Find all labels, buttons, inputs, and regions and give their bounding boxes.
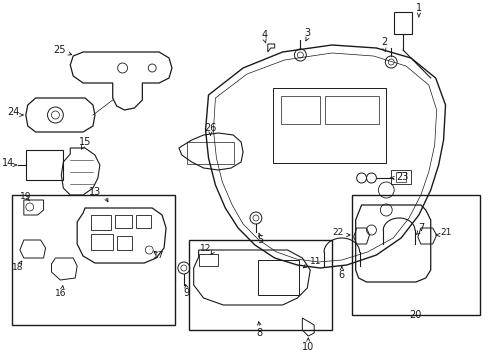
Bar <box>351 195 479 315</box>
Text: 22: 22 <box>332 228 343 237</box>
Text: 20: 20 <box>409 310 421 320</box>
Text: 24: 24 <box>7 107 20 117</box>
Bar <box>325 96 379 124</box>
Bar <box>188 240 331 330</box>
Text: 10: 10 <box>302 342 314 352</box>
Text: 3: 3 <box>304 28 310 38</box>
Text: 7: 7 <box>417 223 423 233</box>
Text: 12: 12 <box>199 243 210 252</box>
Text: 11: 11 <box>309 257 321 266</box>
Bar <box>272 88 386 163</box>
Bar <box>257 260 299 295</box>
Text: 19: 19 <box>20 192 32 201</box>
Bar <box>117 236 132 250</box>
Bar <box>186 142 234 164</box>
Text: 21: 21 <box>440 228 451 237</box>
Text: 25: 25 <box>53 45 65 55</box>
Text: 2: 2 <box>381 37 386 47</box>
Bar <box>91 215 110 230</box>
Text: 16: 16 <box>55 288 66 297</box>
Text: 13: 13 <box>89 187 101 197</box>
Bar <box>115 215 132 228</box>
Bar <box>280 96 320 124</box>
Bar <box>390 170 410 184</box>
Text: 23: 23 <box>395 172 407 182</box>
Bar <box>26 150 63 180</box>
Text: 1: 1 <box>415 3 421 13</box>
Text: 14: 14 <box>1 158 14 168</box>
Bar <box>136 215 151 228</box>
Text: 8: 8 <box>256 328 263 338</box>
Bar <box>12 195 175 325</box>
Text: 9: 9 <box>183 288 189 298</box>
Bar <box>395 172 405 182</box>
Text: 4: 4 <box>261 30 267 40</box>
Text: 5: 5 <box>256 235 263 245</box>
Text: 26: 26 <box>204 123 216 133</box>
Bar <box>91 234 112 250</box>
Bar <box>198 254 218 266</box>
Bar <box>393 12 411 34</box>
Text: 15: 15 <box>79 137 91 147</box>
Text: 6: 6 <box>338 270 344 280</box>
Text: 17: 17 <box>153 251 164 260</box>
Text: 18: 18 <box>12 264 23 273</box>
